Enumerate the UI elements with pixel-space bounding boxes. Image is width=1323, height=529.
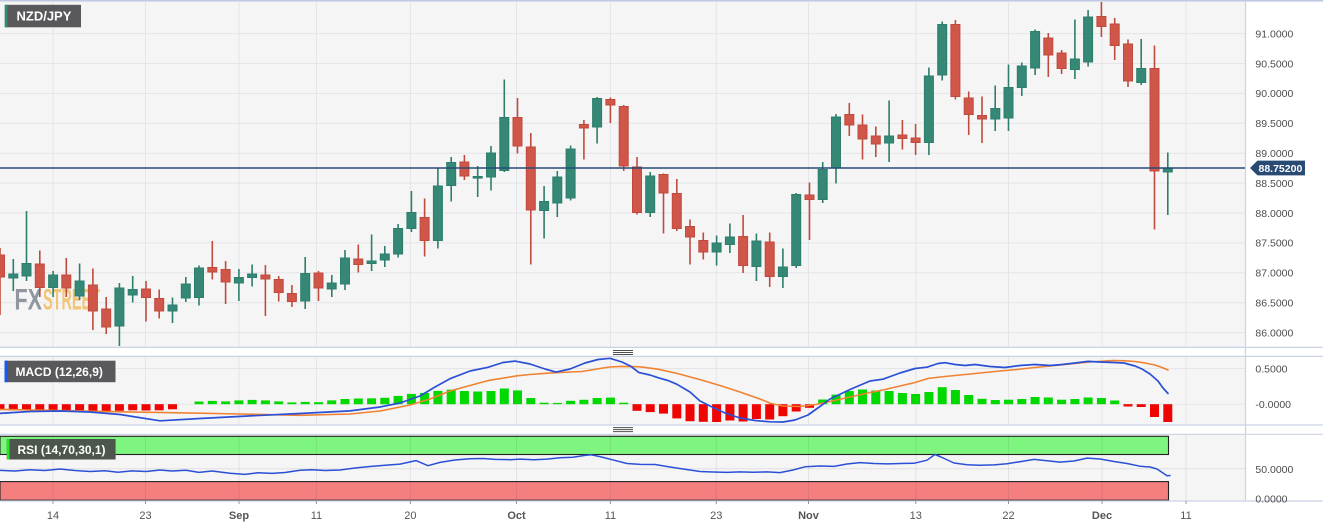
svg-text:88.0000: 88.0000 bbox=[1255, 208, 1293, 220]
svg-text:Oct: Oct bbox=[507, 510, 526, 522]
svg-text:0.0000: 0.0000 bbox=[1255, 494, 1287, 506]
svg-text:89.5000: 89.5000 bbox=[1255, 118, 1293, 130]
svg-text:88.75200: 88.75200 bbox=[1259, 163, 1303, 175]
svg-text:87.0000: 87.0000 bbox=[1255, 268, 1293, 280]
svg-text:20: 20 bbox=[404, 510, 416, 522]
svg-text:Sep: Sep bbox=[229, 510, 249, 522]
svg-text:14: 14 bbox=[47, 510, 59, 522]
svg-text:23: 23 bbox=[139, 510, 151, 522]
svg-text:-0.0000: -0.0000 bbox=[1255, 399, 1291, 411]
svg-text:22: 22 bbox=[1002, 510, 1014, 522]
svg-text:50.0000: 50.0000 bbox=[1255, 464, 1293, 476]
svg-text:Dec: Dec bbox=[1092, 510, 1112, 522]
svg-text:NZD/JPY: NZD/JPY bbox=[17, 9, 72, 24]
svg-text:90.5000: 90.5000 bbox=[1255, 58, 1293, 70]
svg-text:87.5000: 87.5000 bbox=[1255, 238, 1293, 250]
svg-text:Nov: Nov bbox=[798, 510, 820, 522]
svg-text:89.0000: 89.0000 bbox=[1255, 148, 1293, 160]
svg-text:86.5000: 86.5000 bbox=[1255, 298, 1293, 310]
svg-text:90.0000: 90.0000 bbox=[1255, 88, 1293, 100]
svg-text:FX: FX bbox=[15, 284, 43, 317]
svg-text:11: 11 bbox=[311, 510, 322, 522]
svg-text:88.5000: 88.5000 bbox=[1255, 178, 1293, 190]
svg-text:11: 11 bbox=[1180, 510, 1191, 522]
svg-text:91.0000: 91.0000 bbox=[1255, 28, 1293, 40]
svg-text:RSI (14,70,30,1): RSI (14,70,30,1) bbox=[18, 443, 106, 457]
svg-text:11: 11 bbox=[605, 510, 616, 522]
svg-text:MACD (12,26,9): MACD (12,26,9) bbox=[16, 365, 103, 379]
svg-text:13: 13 bbox=[910, 510, 922, 522]
svg-text:23: 23 bbox=[710, 510, 722, 522]
svg-text:86.0000: 86.0000 bbox=[1255, 327, 1293, 339]
svg-text:0.5000: 0.5000 bbox=[1255, 363, 1287, 375]
